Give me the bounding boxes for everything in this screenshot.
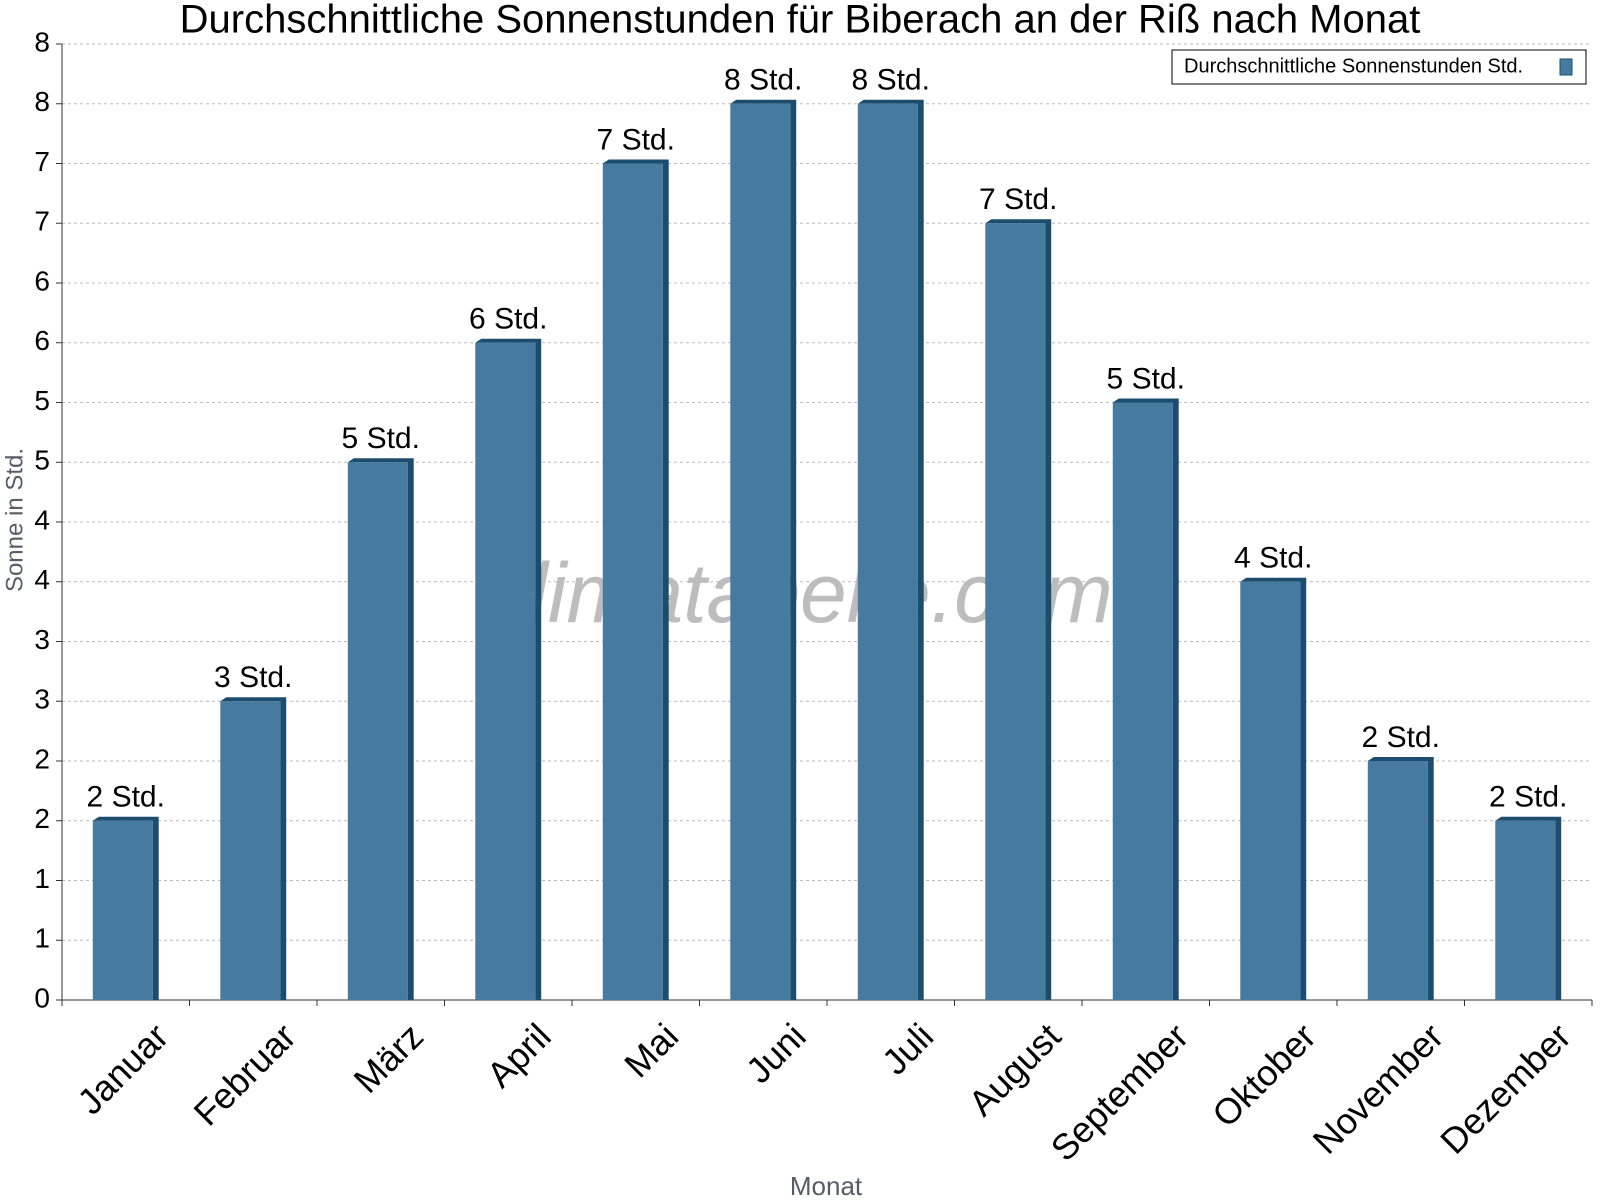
y-tick-label: 1	[34, 923, 50, 954]
bar	[1112, 402, 1173, 1000]
value-label: 2 Std.	[1489, 781, 1567, 814]
value-label: 7 Std.	[597, 123, 675, 156]
legend-swatch	[1559, 58, 1573, 76]
y-tick-label: 1	[34, 863, 50, 894]
x-tick-label: November	[1305, 1015, 1451, 1161]
value-label: 3 Std.	[214, 661, 292, 694]
y-tick-label: 3	[34, 684, 50, 715]
x-tick-label: August	[960, 1015, 1068, 1123]
value-label: 5 Std.	[342, 422, 420, 455]
bar	[730, 103, 791, 1000]
value-label: 8 Std.	[724, 64, 802, 97]
value-label: 8 Std.	[852, 64, 930, 97]
bar	[985, 223, 1046, 1000]
x-tick-label: April	[479, 1015, 559, 1095]
y-tick-label: 6	[34, 325, 50, 356]
x-tick-label: Oktober	[1204, 1015, 1324, 1135]
y-tick-label: 7	[34, 206, 50, 237]
bar	[1495, 820, 1556, 1000]
x-tick-label: Mai	[616, 1015, 686, 1085]
bar	[475, 342, 536, 1000]
legend-box	[1171, 49, 1587, 85]
y-tick-label: 8	[34, 86, 50, 117]
bar	[602, 163, 663, 1000]
x-tick-label: Januar	[69, 1015, 176, 1122]
value-label: 2 Std.	[87, 781, 165, 814]
value-label: 6 Std.	[469, 303, 547, 336]
y-tick-label: 2	[34, 743, 50, 774]
y-tick-label: 8	[34, 26, 50, 57]
y-axis-label: Sonne in Std.	[1, 448, 28, 592]
value-label: 7 Std.	[979, 183, 1057, 216]
value-label: 5 Std.	[1107, 362, 1185, 395]
chart-title: Durchschnittliche Sonnenstunden für Bibe…	[180, 0, 1421, 42]
x-axis-label: Monat	[790, 1171, 863, 1200]
x-tick-label: September	[1043, 1015, 1197, 1169]
bar	[1367, 761, 1428, 1000]
y-tick-label: 3	[34, 624, 50, 655]
y-tick-label: 0	[34, 982, 50, 1013]
y-tick-label: 2	[34, 803, 50, 834]
bar	[1240, 581, 1301, 1000]
y-tick-label: 5	[34, 445, 50, 476]
y-tick-label: 4	[34, 504, 50, 535]
y-tick-label: 6	[34, 265, 50, 296]
x-tick-label: Juli	[874, 1015, 941, 1082]
y-tick-label: 5	[34, 385, 50, 416]
bar	[92, 820, 153, 1000]
bar	[220, 701, 281, 1000]
bar	[857, 103, 918, 1000]
x-tick-label: Februar	[186, 1015, 304, 1133]
legend-label: Durchschnittliche Sonnenstunden Std.	[1184, 55, 1523, 77]
bar	[347, 462, 408, 1000]
value-label: 4 Std.	[1234, 542, 1312, 575]
x-tick-label: März	[346, 1015, 432, 1101]
x-tick-label: Dezember	[1432, 1015, 1578, 1161]
y-tick-label: 4	[34, 564, 50, 595]
value-label: 2 Std.	[1362, 721, 1440, 754]
y-tick-label: 7	[34, 146, 50, 177]
x-tick-label: Juni	[738, 1015, 814, 1091]
